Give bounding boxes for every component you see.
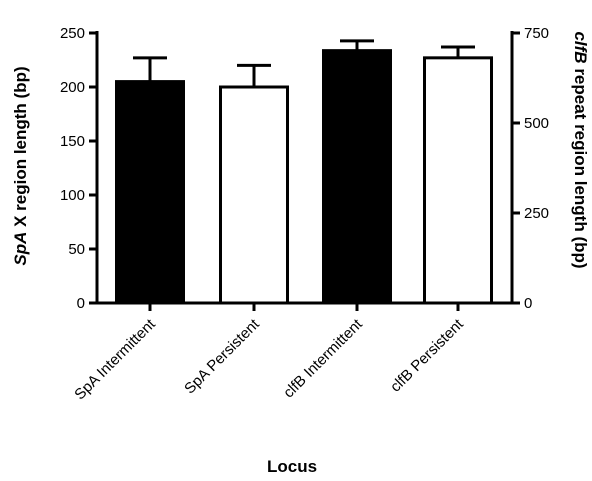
right-tick-label: 500 bbox=[524, 115, 549, 132]
left-tick-label: 200 bbox=[60, 79, 85, 96]
right-tick-label: 750 bbox=[524, 25, 549, 42]
x-axis-title: Locus bbox=[267, 457, 317, 476]
left-tick-label: 100 bbox=[60, 187, 85, 204]
bar bbox=[322, 49, 392, 305]
category-label: SpA Intermittent bbox=[71, 315, 159, 403]
bar bbox=[115, 80, 185, 305]
left-tick-label: 150 bbox=[60, 133, 85, 150]
left-tick-label: 250 bbox=[60, 25, 85, 42]
left-tick-label: 50 bbox=[68, 241, 85, 258]
category-label: SpA Persistent bbox=[181, 315, 263, 397]
left-tick-label: 0 bbox=[77, 295, 85, 312]
category-label: clfB Persistent bbox=[387, 315, 467, 395]
category-label: clfB Intermittent bbox=[280, 315, 366, 401]
bar bbox=[219, 85, 289, 305]
right-tick-label: 250 bbox=[524, 205, 549, 222]
plot-area: 0 50 100 150 200 250 0 250 500 750 SpA Intermitten… bbox=[60, 25, 549, 403]
right-axis-title: clfB repeat region length (bp) bbox=[571, 31, 590, 268]
bar bbox=[423, 56, 493, 305]
left-axis-title: SpA X region length (bp) bbox=[11, 66, 30, 265]
right-tick-label: 0 bbox=[524, 295, 532, 312]
